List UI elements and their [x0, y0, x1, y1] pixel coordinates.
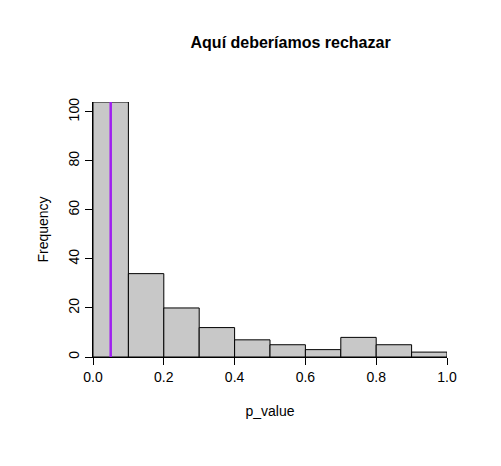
svg-text:Aquí deberíamos rechazar: Aquí deberíamos rechazar	[191, 34, 391, 51]
svg-text:0.8: 0.8	[366, 369, 386, 385]
svg-text:60: 60	[66, 200, 82, 216]
svg-text:0.6: 0.6	[296, 369, 316, 385]
svg-text:80: 80	[66, 151, 82, 167]
svg-text:Frequency: Frequency	[35, 196, 51, 262]
svg-text:0.2: 0.2	[154, 369, 174, 385]
svg-text:100: 100	[66, 98, 82, 122]
svg-text:0.0: 0.0	[83, 369, 103, 385]
svg-text:40: 40	[66, 249, 82, 265]
svg-text:1.0: 1.0	[437, 369, 457, 385]
svg-text:0: 0	[66, 351, 82, 359]
svg-text:0.4: 0.4	[225, 369, 245, 385]
svg-text:20: 20	[66, 298, 82, 314]
svg-text:p_value: p_value	[245, 403, 294, 419]
